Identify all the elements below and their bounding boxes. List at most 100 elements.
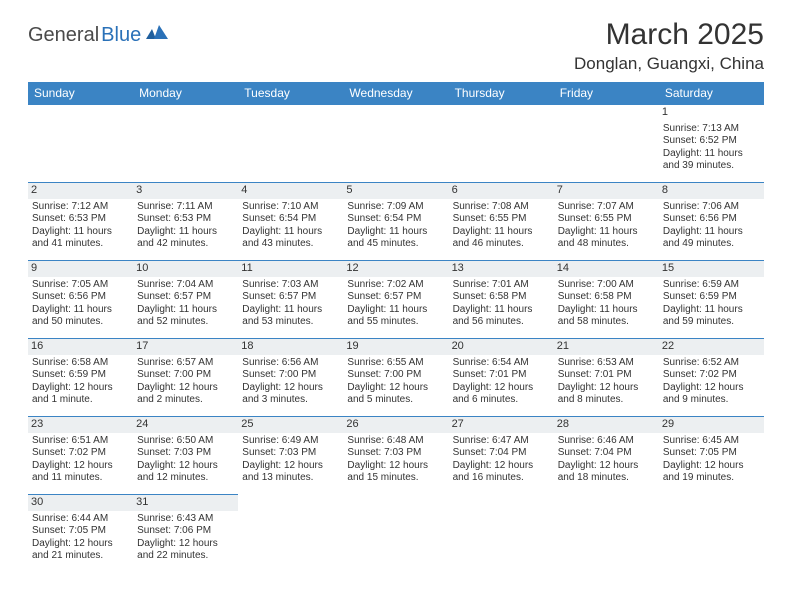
daylight-text: and 12 minutes. [137,472,234,485]
sunset-text: Sunset: 6:54 PM [347,213,444,226]
day-number: 15 [659,261,764,277]
calendar-cell: 28Sunrise: 6:46 AMSunset: 7:04 PMDayligh… [554,417,659,495]
calendar-cell: 9Sunrise: 7:05 AMSunset: 6:56 PMDaylight… [28,261,133,339]
calendar-cell: 24Sunrise: 6:50 AMSunset: 7:03 PMDayligh… [133,417,238,495]
daylight-text: and 49 minutes. [663,238,760,251]
sunrise-text: Sunrise: 6:44 AM [32,513,129,526]
sunset-text: Sunset: 7:00 PM [137,369,234,382]
calendar-cell: 3Sunrise: 7:11 AMSunset: 6:53 PMDaylight… [133,183,238,261]
calendar-row: 9Sunrise: 7:05 AMSunset: 6:56 PMDaylight… [28,261,764,339]
daylight-text: and 59 minutes. [663,316,760,329]
calendar-cell: 1 Sunrise: 7:13 AMSunset: 6:52 PMDaylight… [659,105,764,183]
calendar-cell [238,105,343,183]
sunrise-text: Sunrise: 6:45 AM [663,435,760,448]
daylight-text: and 46 minutes. [453,238,550,251]
daylight-text: and 42 minutes. [137,238,234,251]
sunset-text: Sunset: 7:01 PM [453,369,550,382]
sunset-text: Sunset: 6:57 PM [347,291,444,304]
daylight-text: Daylight: 12 hours [663,382,760,395]
sunset-text: Sunset: 7:02 PM [663,369,760,382]
day-number: 5 [343,183,448,199]
day-number: 27 [449,417,554,433]
day-number: 24 [133,417,238,433]
sunset-text: Sunset: 6:52 PM [663,135,760,148]
sunset-text: Sunset: 6:56 PM [663,213,760,226]
sunrise-text: Sunrise: 7:13 AM [663,123,760,136]
sunrise-text: Sunrise: 6:51 AM [32,435,129,448]
sunrise-text: Sunrise: 6:43 AM [137,513,234,526]
day-number: 23 [28,417,133,433]
calendar-row: 30Sunrise: 6:44 AMSunset: 7:05 PMDayligh… [28,495,764,573]
daylight-text: and 45 minutes. [347,238,444,251]
daylight-text: Daylight: 12 hours [137,538,234,551]
logo-text-dark: General [28,24,99,47]
sunset-text: Sunset: 6:53 PM [32,213,129,226]
calendar-cell: 17Sunrise: 6:57 AMSunset: 7:00 PMDayligh… [133,339,238,417]
day-number: 30 [28,495,133,511]
sunset-text: Sunset: 7:05 PM [663,447,760,460]
day-number: 2 [28,183,133,199]
page-header: General Blue March 2025 Donglan, Guangxi… [28,18,764,74]
sunrise-text: Sunrise: 7:07 AM [558,201,655,214]
calendar-cell: 27Sunrise: 6:47 AMSunset: 7:04 PMDayligh… [449,417,554,495]
sunrise-text: Sunrise: 6:59 AM [663,279,760,292]
calendar-cell [449,495,554,573]
daylight-text: and 53 minutes. [242,316,339,329]
day-header: Monday [133,82,238,105]
sunset-text: Sunset: 7:00 PM [347,369,444,382]
day-number: 9 [28,261,133,277]
day-number: 6 [449,183,554,199]
daylight-text: Daylight: 12 hours [347,460,444,473]
day-number: 25 [238,417,343,433]
calendar-cell [554,495,659,573]
daylight-text: Daylight: 11 hours [663,226,760,239]
daylight-text: Daylight: 12 hours [663,460,760,473]
daylight-text: Daylight: 12 hours [453,460,550,473]
calendar-cell: 29Sunrise: 6:45 AMSunset: 7:05 PMDayligh… [659,417,764,495]
daylight-text: Daylight: 11 hours [663,148,760,161]
calendar-cell [659,495,764,573]
calendar-row: 1 Sunrise: 7:13 AMSunset: 6:52 PMDaylight… [28,105,764,183]
sunset-text: Sunset: 6:56 PM [32,291,129,304]
day-number: 1 [659,105,764,121]
calendar-cell: 21Sunrise: 6:53 AMSunset: 7:01 PMDayligh… [554,339,659,417]
calendar-cell: 15Sunrise: 6:59 AMSunset: 6:59 PMDayligh… [659,261,764,339]
sunrise-text: Sunrise: 6:58 AM [32,357,129,370]
daylight-text: and 43 minutes. [242,238,339,251]
daylight-text: Daylight: 11 hours [663,304,760,317]
daylight-text: Daylight: 11 hours [137,226,234,239]
calendar-cell: 5Sunrise: 7:09 AMSunset: 6:54 PMDaylight… [343,183,448,261]
sunset-text: Sunset: 6:55 PM [453,213,550,226]
day-header: Friday [554,82,659,105]
calendar-cell: 7Sunrise: 7:07 AMSunset: 6:55 PMDaylight… [554,183,659,261]
flag-icon [146,25,168,44]
calendar-cell: 26Sunrise: 6:48 AMSunset: 7:03 PMDayligh… [343,417,448,495]
day-number: 13 [449,261,554,277]
day-number: 14 [554,261,659,277]
sunrise-text: Sunrise: 7:00 AM [558,279,655,292]
calendar-row: 23Sunrise: 6:51 AMSunset: 7:02 PMDayligh… [28,417,764,495]
day-number: 4 [238,183,343,199]
logo-text-blue: Blue [101,24,141,47]
daylight-text: and 52 minutes. [137,316,234,329]
daylight-text: and 11 minutes. [32,472,129,485]
day-number: 22 [659,339,764,355]
daylight-text: Daylight: 11 hours [32,304,129,317]
daylight-text: and 3 minutes. [242,394,339,407]
sunset-text: Sunset: 6:59 PM [32,369,129,382]
calendar-cell: 8Sunrise: 7:06 AMSunset: 6:56 PMDaylight… [659,183,764,261]
day-number: 31 [133,495,238,511]
sunrise-text: Sunrise: 6:52 AM [663,357,760,370]
calendar-cell: 20Sunrise: 6:54 AMSunset: 7:01 PMDayligh… [449,339,554,417]
daylight-text: and 19 minutes. [663,472,760,485]
daylight-text: and 8 minutes. [558,394,655,407]
calendar-cell: 25Sunrise: 6:49 AMSunset: 7:03 PMDayligh… [238,417,343,495]
day-number: 18 [238,339,343,355]
sunset-text: Sunset: 7:03 PM [242,447,339,460]
calendar-cell [133,105,238,183]
sunrise-text: Sunrise: 6:56 AM [242,357,339,370]
calendar-cell: 6Sunrise: 7:08 AMSunset: 6:55 PMDaylight… [449,183,554,261]
sunset-text: Sunset: 6:58 PM [558,291,655,304]
calendar-cell: 18Sunrise: 6:56 AMSunset: 7:00 PMDayligh… [238,339,343,417]
sunset-text: Sunset: 6:55 PM [558,213,655,226]
